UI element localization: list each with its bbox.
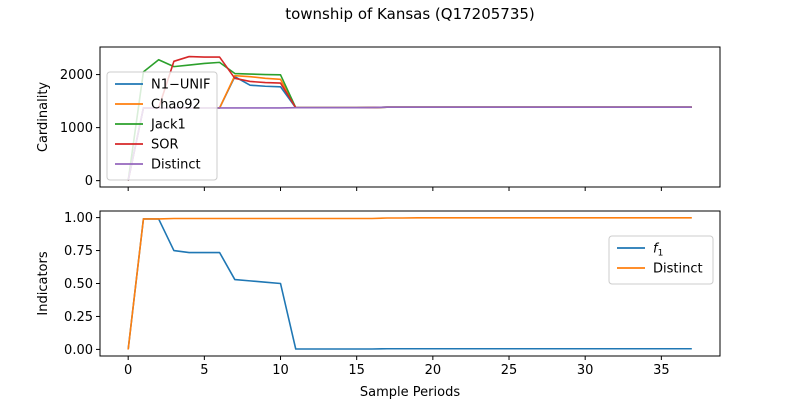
legend-label: Jack1 <box>150 118 186 133</box>
x-tick-label: 25 <box>501 363 518 378</box>
y-tick-label: 1.00 <box>64 211 93 226</box>
y-tick-label: 0.50 <box>64 277 93 292</box>
y-axis-label: Indicators <box>36 251 51 315</box>
legend-label: SOR <box>151 138 179 153</box>
x-tick-label: 10 <box>272 363 289 378</box>
series-line-1 <box>127 218 692 350</box>
x-tick-label: 30 <box>577 363 594 378</box>
figure-title: township of Kansas (Q17205735) <box>285 5 535 23</box>
y-ticks: 0.00 0.25 0.50 0.75 1.00 <box>64 211 100 358</box>
x-tick-label: 0 <box>124 363 132 378</box>
axes-frame <box>99 46 721 188</box>
x-tick-label: 15 <box>348 363 365 378</box>
x-tick-label: 5 <box>200 363 208 378</box>
y-tick-label: 0 <box>85 174 93 189</box>
legend-label: Distinct <box>653 262 703 277</box>
chart-panel-2: 0 5 10 15 20 25 30 35 0.00 0.25 0.50 0.75 1.00 Indica… <box>36 210 721 400</box>
legend-label: Chao92 <box>151 98 201 113</box>
chart-panels: 0 1000 2000 Cardinality N1−UNIF Chao92 Jack1 SO… <box>36 46 721 400</box>
chart-panel-1: 0 1000 2000 Cardinality N1−UNIF Chao92 Jack1 SO… <box>36 46 721 191</box>
series-line-5 <box>127 106 692 181</box>
legend-label: f1 <box>653 242 663 259</box>
legend: N1−UNIF Chao92 Jack1 SOR Distinct <box>106 71 218 181</box>
x-ticks <box>127 187 662 191</box>
x-tick-label: 35 <box>653 363 670 378</box>
x-axis-label: Sample Periods <box>360 385 460 400</box>
legend: f1 Distinct <box>608 235 714 285</box>
legend-label: N1−UNIF <box>151 78 210 93</box>
series-lines <box>127 55 692 181</box>
y-axis-label: Cardinality <box>36 82 51 153</box>
legend-box <box>608 235 714 285</box>
legend-box <box>106 71 218 181</box>
x-ticks: 0 5 10 15 20 25 30 35 <box>124 356 670 378</box>
x-tick-label: 20 <box>425 363 442 378</box>
y-tick-label: 0.00 <box>64 343 93 358</box>
y-tick-label: 2000 <box>60 68 93 83</box>
y-tick-label: 0.25 <box>64 310 93 325</box>
y-tick-label: 0.75 <box>64 244 93 259</box>
y-tick-label: 1000 <box>60 121 93 136</box>
series-lines <box>127 217 692 350</box>
legend-label: Distinct <box>151 158 201 173</box>
series-line-2 <box>127 217 692 350</box>
y-ticks: 0 1000 2000 <box>60 68 100 189</box>
